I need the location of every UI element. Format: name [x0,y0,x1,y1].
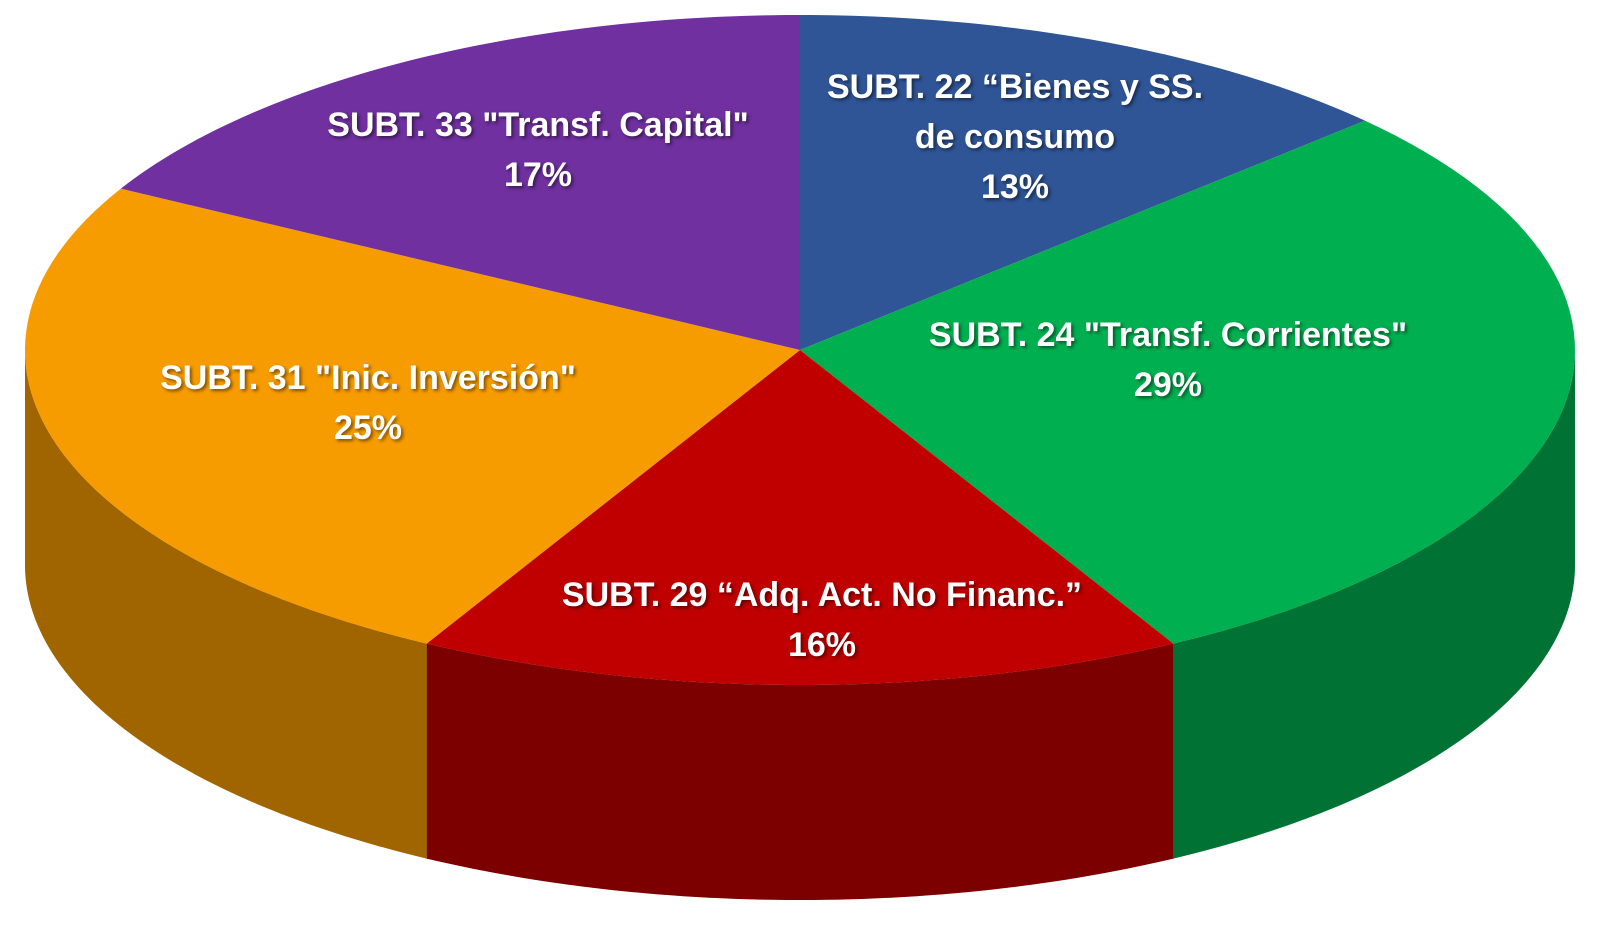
category-label: SUBT. 22 “Bienes y SS. de consumo [826,68,1204,156]
pie-side [426,643,1174,900]
value-label: 25% [333,409,403,447]
category-label: SUBT. 29 “Adq. Act. No Financ.” [561,576,1083,614]
category-label: SUBT. 24 "Transf. Corrientes" [928,316,1408,354]
pie-side-shade [1173,350,1575,859]
pie-slice [120,15,801,350]
value-label: 16% [787,626,857,664]
pie-side [1173,350,1575,859]
slice-label: SUBT. 29 “Adq. Act. No Financ.” 16% [522,570,1122,670]
pie-slice [426,350,1174,685]
value-label: 17% [503,156,573,194]
category-label: SUBT. 33 "Transf. Capital" [327,106,749,144]
pie-side-shade [426,643,1174,900]
slice-label: SUBT. 24 "Transf. Corrientes" 29% [888,310,1448,410]
pie-side-shade [25,350,427,859]
category-label: SUBT. 31 "Inic. Inversión" [160,359,576,397]
pie-slice [25,188,801,644]
value-label: 13% [980,168,1050,206]
slice-label: SUBT. 33 "Transf. Capital" 17% [288,100,788,200]
pie-slice [800,15,1365,350]
pie-slice [800,120,1575,644]
value-label: 29% [1133,366,1203,404]
slice-label: SUBT. 31 "Inic. Inversión" 25% [118,353,618,453]
slice-label: SUBT. 22 “Bienes y SS. de consumo 13% [805,62,1225,212]
pie-side [25,350,427,859]
